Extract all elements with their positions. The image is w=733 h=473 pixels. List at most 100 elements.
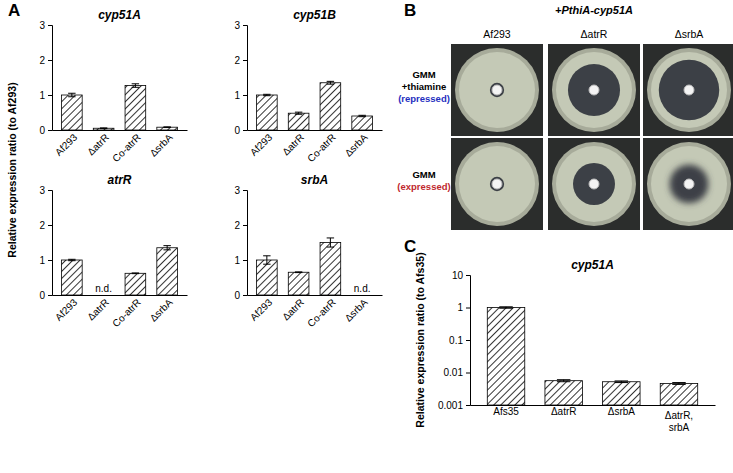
y-tick-mark [466,373,470,374]
y-tick: 0 [234,290,247,301]
bar [487,308,524,406]
y-tick-mark [243,190,247,191]
error-bar-segment [263,95,270,96]
error-bar [672,383,685,385]
error-bar [327,81,334,84]
y-tick: 1 [234,255,247,266]
plate [643,138,733,230]
error-bar-segment [295,272,302,273]
bar [125,273,146,295]
y-tick: 3 [234,20,247,31]
x-tick: Co-atrR [110,297,143,330]
x-tick: ΔatrR,srbA [665,410,693,433]
error-bar-segment [163,249,170,250]
plot-area [62,246,178,295]
y-tick-label: 1 [234,255,240,266]
error-bar [295,271,302,273]
error-bar-segment [672,384,685,385]
column-header: Af293 [483,28,511,40]
y-tick-mark [48,260,52,261]
y-tick-label: 1 [39,90,45,101]
error-bar-segment [327,237,334,238]
error-bar-segment [615,382,628,383]
y-tick: 1 [234,90,247,101]
y-tick-label: 0 [39,125,45,136]
fungal-lawn [459,146,535,222]
error-bar-segment [295,114,302,115]
y-tick: 0 [234,125,247,136]
y-axis-line [48,26,53,131]
x-axis: Af293ΔatrRCo-atrRΔsrbA [248,296,383,330]
x-tick-label: Co-atrR [305,297,338,330]
y-axis-title: Relative expression ratio (to Afs35) [414,252,426,427]
x-tick-label: Co-atrR [110,132,143,165]
error-bar-segment [167,246,168,250]
x-tick: Af293 [53,131,80,158]
bar [288,272,309,295]
y-tick-label: 2 [39,55,45,66]
y-tick: 3 [39,185,52,196]
y-tick-mark [243,95,247,96]
error-bar-segment [327,81,334,82]
y-tick-mark [243,130,247,131]
x-axis: Af293ΔatrRCo-atrRΔsrbA [53,296,188,330]
y-tick: 2 [234,55,247,66]
x-tick-label: Af293 [53,296,80,323]
plate-background [548,138,640,230]
bar [288,113,309,130]
y-tick-label: 1 [39,255,45,266]
chart-title: cyp51A [98,8,141,22]
x-tick-label: Co-atrR [305,132,338,165]
error-bar-segment [499,308,512,309]
y-tick-label: 1 [457,302,463,313]
error-bar-segment [132,273,139,274]
error-bar-segment [557,379,570,380]
y-tick-mark [48,225,52,226]
error-bar-segment [557,381,570,382]
x-tick: ΔatrR [551,406,577,417]
y-tick: 3 [39,20,52,31]
plate-background [643,44,733,136]
plate-background [451,44,543,136]
error-bar [163,246,170,250]
inhibition-zone [573,163,615,205]
error-bar-segment [327,84,334,85]
error-bar [132,272,139,274]
fungal-lawn [651,146,727,222]
bar [93,128,114,130]
y-tick-label: 0.1 [449,335,463,346]
y-tick-mark [48,295,52,296]
y-tick-mark [48,130,52,131]
bar [257,260,278,295]
error-bar-segment [266,256,267,264]
error-bar-segment [672,382,685,383]
row-condition: (expressed) [397,181,450,192]
value-label: n.d. [354,283,371,294]
y-tick-mark [243,60,247,61]
bar [62,95,83,130]
antifungal-disc [589,85,599,95]
y-tick: 0.1 [449,335,470,346]
plate [643,44,733,136]
bar [320,243,341,296]
y-axis-title: Relative expression ratio (to Af293) [6,82,18,257]
error-bar [295,112,302,114]
value-label: n.d. [95,283,112,294]
y-tick: 1 [39,255,52,266]
y-tick-mark [466,275,470,276]
y-tick-mark [243,295,247,296]
bar [157,248,178,295]
x-tick-label: ΔatrR [551,406,577,417]
y-tick-label: 0 [39,290,45,301]
y-tick-mark [48,190,52,191]
x-axis: Af293ΔatrRCo-atrRΔsrbA [248,131,383,165]
y-axis: 0 1 2 3 [39,20,52,136]
x-tick-label: Af293 [248,296,275,323]
inhibition-zone [490,177,504,191]
y-tick-mark [466,340,470,341]
y-tick-mark [466,405,470,406]
plate-background [548,44,640,136]
row-label: +thiamine [402,81,447,92]
x-tick: Co-atrR [305,132,338,165]
error-bar [68,93,75,97]
